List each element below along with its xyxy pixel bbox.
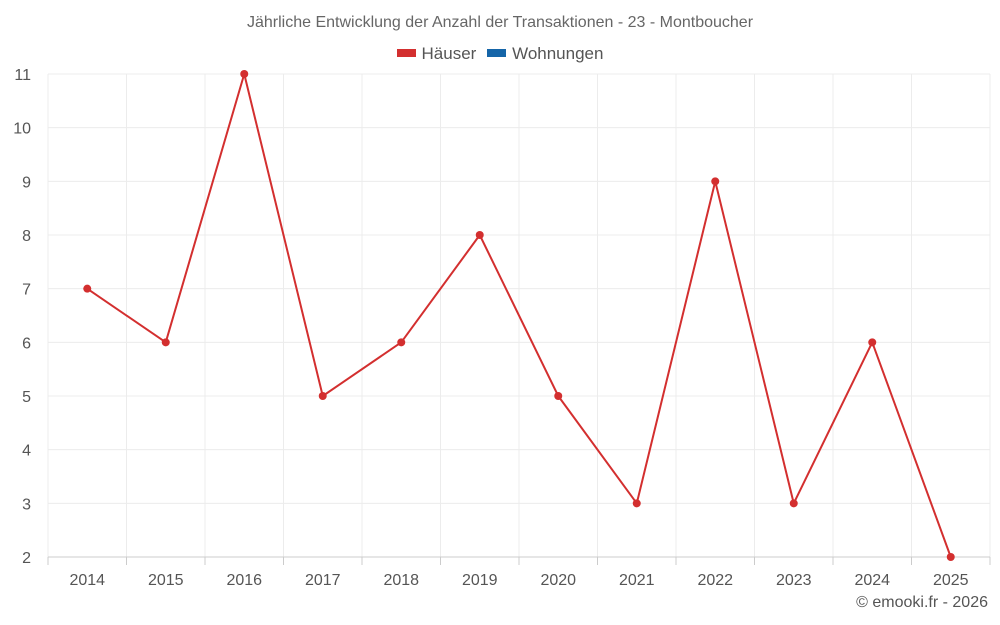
y-tick-label-10: 10 <box>13 121 31 138</box>
axes <box>47 556 991 565</box>
series-layer <box>83 70 955 561</box>
data-point-2019 <box>475 231 484 239</box>
data-point-2023 <box>789 499 798 508</box>
data-point-2017 <box>318 392 327 400</box>
x-tick-label-2014: 2014 <box>69 572 105 589</box>
data-point-2016 <box>240 70 249 78</box>
data-point-2021 <box>632 499 641 508</box>
y-axis-ticks: 2 3 4 5 6 7 8 9 10 11 <box>13 67 31 567</box>
x-tick-label-2019: 2019 <box>462 572 498 589</box>
y-tick-label-8: 8 <box>22 228 31 245</box>
x-tick-label-2023: 2023 <box>776 572 812 589</box>
x-tick-label-2020: 2020 <box>540 572 576 589</box>
y-tick-label-9: 9 <box>22 174 31 191</box>
y-tick-label-5: 5 <box>22 389 31 406</box>
x-tick-label-2017: 2017 <box>305 572 341 589</box>
legend-item-wohnungen[interactable]: Wohnungen <box>487 44 603 64</box>
x-tick-label-2021: 2021 <box>619 572 655 589</box>
y-tick-label-3: 3 <box>22 496 31 513</box>
grid-lines <box>47 73 991 558</box>
x-tick-label-2016: 2016 <box>226 572 262 589</box>
series-line-0 <box>86 73 952 558</box>
legend-swatch-haeuser <box>396 48 416 57</box>
x-tick-label-2015: 2015 <box>148 572 184 589</box>
y-tick-label-11: 11 <box>14 67 31 84</box>
y-tick-label-6: 6 <box>22 335 31 352</box>
x-tick-label-2025: 2025 <box>933 572 969 589</box>
x-tick-label-2022: 2022 <box>697 572 733 589</box>
data-point-2015 <box>161 338 170 347</box>
legend-swatch-wohnungen <box>487 48 507 57</box>
data-point-2020 <box>554 392 563 400</box>
legend-item-haeuser[interactable]: Häuser <box>396 44 477 64</box>
data-point-2025 <box>946 553 955 561</box>
chart-title: Jährliche Entwicklung der Anzahl der Tra… <box>246 14 754 31</box>
y-tick-label-2: 2 <box>22 550 31 567</box>
x-tick-label-2018: 2018 <box>383 572 419 589</box>
legend-label-haeuser: Häuser <box>421 44 477 63</box>
data-point-2022 <box>711 177 720 186</box>
data-point-2014 <box>83 284 92 293</box>
x-axis-ticks: 2014 2015 2016 2017 2018 2019 2020 2021 2022 2023… <box>69 572 968 589</box>
legend-label-wohnungen: Wohnungen <box>512 44 604 63</box>
data-point-2024 <box>868 338 877 347</box>
data-point-2018 <box>397 338 406 347</box>
legend: Häuser Wohnungen <box>0 44 1000 64</box>
y-tick-label-4: 4 <box>22 443 31 460</box>
y-tick-label-7: 7 <box>22 282 31 299</box>
credit-text: © emooki.fr - 2026 <box>856 594 988 611</box>
x-tick-label-2024: 2024 <box>854 572 890 589</box>
